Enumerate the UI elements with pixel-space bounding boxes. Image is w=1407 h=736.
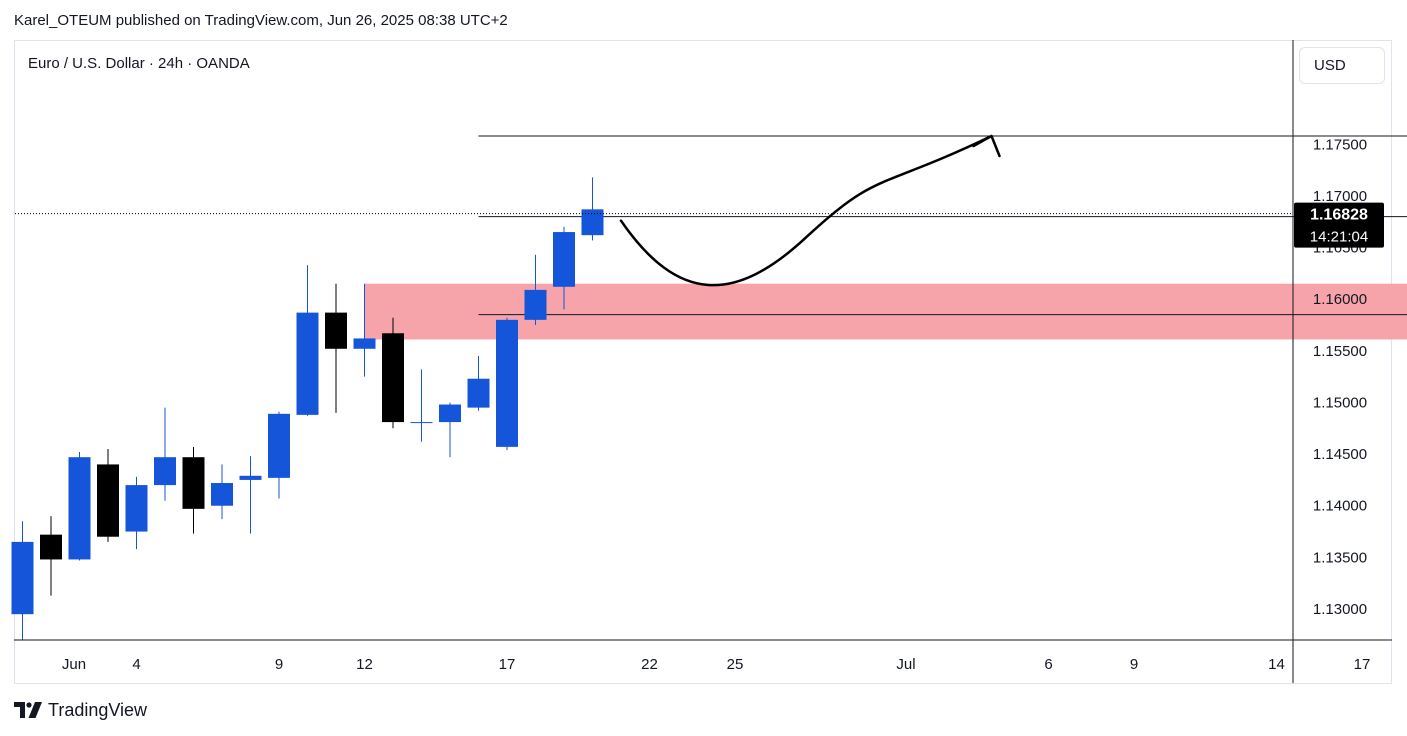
candle-countdown: 14:21:04 bbox=[1310, 229, 1368, 246]
x-tick-label: 4 bbox=[132, 656, 140, 673]
y-tick-label: 1.15500 bbox=[1313, 343, 1367, 360]
y-tick-label: 1.14500 bbox=[1313, 446, 1367, 463]
candle-body bbox=[125, 485, 148, 532]
x-tick-label: 22 bbox=[641, 656, 658, 673]
x-tick-label: 9 bbox=[1130, 656, 1138, 673]
candle-body bbox=[68, 457, 91, 560]
value-area-zone bbox=[364, 283, 1407, 340]
candle-body bbox=[11, 541, 34, 615]
publish-line: Karel_OTEUM published on TradingView.com… bbox=[14, 12, 508, 29]
candle-body bbox=[467, 378, 490, 408]
last-price-value: 1.16828 bbox=[1310, 207, 1368, 224]
candle-body bbox=[410, 422, 433, 424]
y-tick-label: 1.13500 bbox=[1313, 549, 1367, 566]
x-tick-label: Jul bbox=[896, 656, 915, 673]
candle-body bbox=[268, 413, 290, 478]
y-tick-label: 1.13000 bbox=[1313, 601, 1367, 618]
projection-curve bbox=[619, 134, 993, 287]
projection-layer bbox=[619, 134, 1001, 287]
y-tick-label: 1.15000 bbox=[1313, 394, 1367, 411]
candle-body bbox=[524, 289, 547, 320]
x-tick-label: 14 bbox=[1268, 656, 1285, 673]
candle-body bbox=[496, 319, 518, 447]
x-tick-label: 12 bbox=[356, 656, 373, 673]
y-tick-label: 1.14000 bbox=[1313, 498, 1367, 515]
candle-body bbox=[581, 209, 604, 236]
last-price-badge: 1.16828 14:21:04 bbox=[1294, 202, 1384, 248]
candle-body bbox=[439, 404, 461, 423]
tradingview-brand[interactable]: TradingView bbox=[14, 698, 147, 722]
candle-body bbox=[211, 483, 233, 506]
candle-body bbox=[296, 312, 319, 415]
tradingview-logo-icon bbox=[14, 702, 42, 718]
y-tick-label: 1.16000 bbox=[1313, 291, 1367, 308]
x-tick-label: 17 bbox=[1354, 656, 1371, 673]
chart-frame bbox=[14, 40, 1392, 684]
candle-body bbox=[182, 457, 205, 509]
candle-body bbox=[97, 464, 119, 537]
projection-arrowhead bbox=[972, 134, 1001, 158]
candle-body bbox=[353, 338, 376, 349]
candle-body bbox=[154, 457, 176, 486]
zones-layer: VALUE AREA bbox=[364, 283, 1407, 340]
brand-name: TradingView bbox=[48, 699, 148, 720]
y-tick-label: 1.17000 bbox=[1313, 188, 1367, 205]
candle-body bbox=[239, 475, 262, 480]
currency-button[interactable]: USD bbox=[1299, 47, 1385, 84]
x-tick-label: Jun bbox=[62, 656, 86, 673]
candles-layer bbox=[11, 177, 604, 640]
candle-body bbox=[553, 232, 575, 287]
candle-body bbox=[40, 534, 62, 560]
symbol-title[interactable]: Euro / U.S. Dollar · 24h · OANDA bbox=[28, 55, 250, 72]
axes-layer: 1.13000 1.13500 1.14000 1.14500 1.15000 1.155… bbox=[14, 40, 1392, 683]
candle-body bbox=[325, 312, 347, 349]
last-price-badge-bg bbox=[1294, 202, 1384, 248]
x-tick-label: 6 bbox=[1044, 656, 1052, 673]
x-tick-label: 9 bbox=[275, 656, 283, 673]
candle-body bbox=[382, 333, 404, 423]
x-tick-label: 17 bbox=[499, 656, 516, 673]
x-tick-label: 25 bbox=[727, 656, 744, 673]
y-tick-label: 1.17500 bbox=[1313, 136, 1367, 153]
